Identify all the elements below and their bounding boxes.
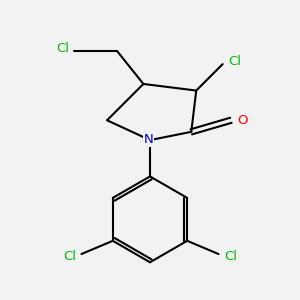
- Text: N: N: [143, 133, 153, 146]
- Text: Cl: Cl: [224, 250, 238, 263]
- Text: O: O: [238, 114, 248, 127]
- Text: Cl: Cl: [64, 250, 76, 263]
- Text: Cl: Cl: [56, 42, 69, 55]
- Text: Cl: Cl: [229, 55, 242, 68]
